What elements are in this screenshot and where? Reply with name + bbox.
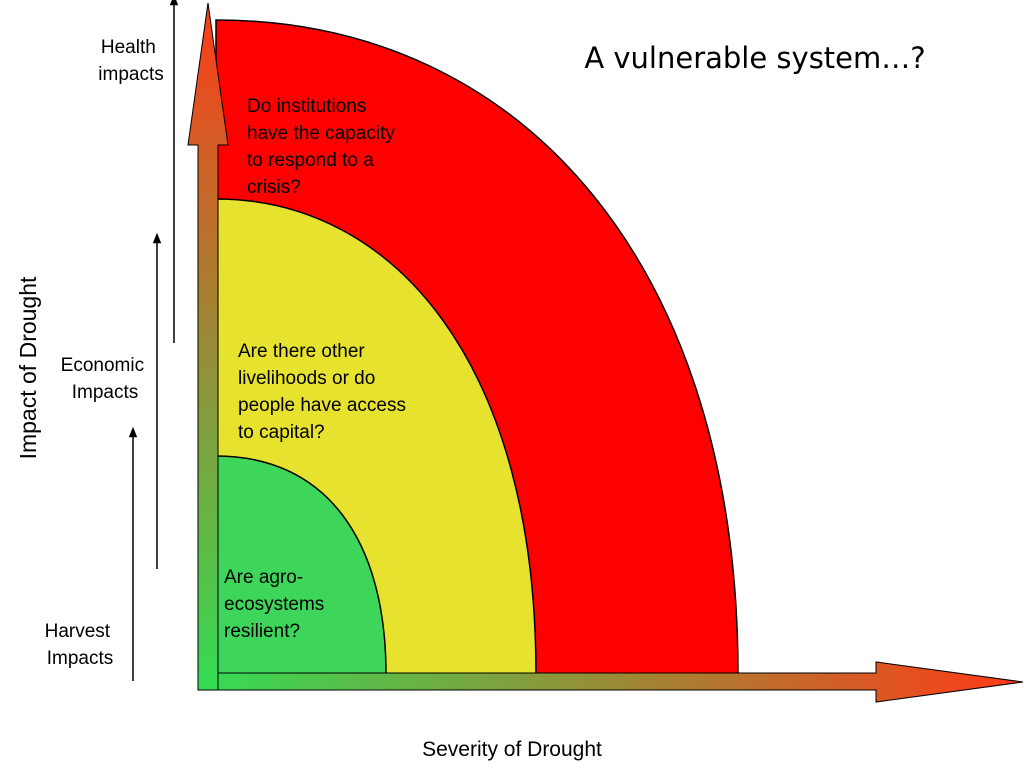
zone-agro-ecosystems xyxy=(215,455,387,675)
diagram-title: A vulnerable system…? xyxy=(584,41,925,75)
agro-ecosystem-question: Are agro- ecosystems resilient? xyxy=(224,567,330,642)
health-impacts-label: Health impacts xyxy=(98,37,163,85)
livelihoods-question: Are there other livelihoods or do people… xyxy=(238,341,411,443)
y-axis-label: Impact of Drought xyxy=(15,276,41,459)
x-axis-label: Severity of Drought xyxy=(422,738,602,761)
x-axis-arrow xyxy=(197,661,1024,703)
harvest-impacts-label: Harvest Impacts xyxy=(45,621,116,669)
y-axis-arrow xyxy=(187,2,229,691)
economic-impacts-label: Economic Impacts xyxy=(61,355,150,403)
institutions-question: Do institutions have the capacity to res… xyxy=(247,96,400,198)
